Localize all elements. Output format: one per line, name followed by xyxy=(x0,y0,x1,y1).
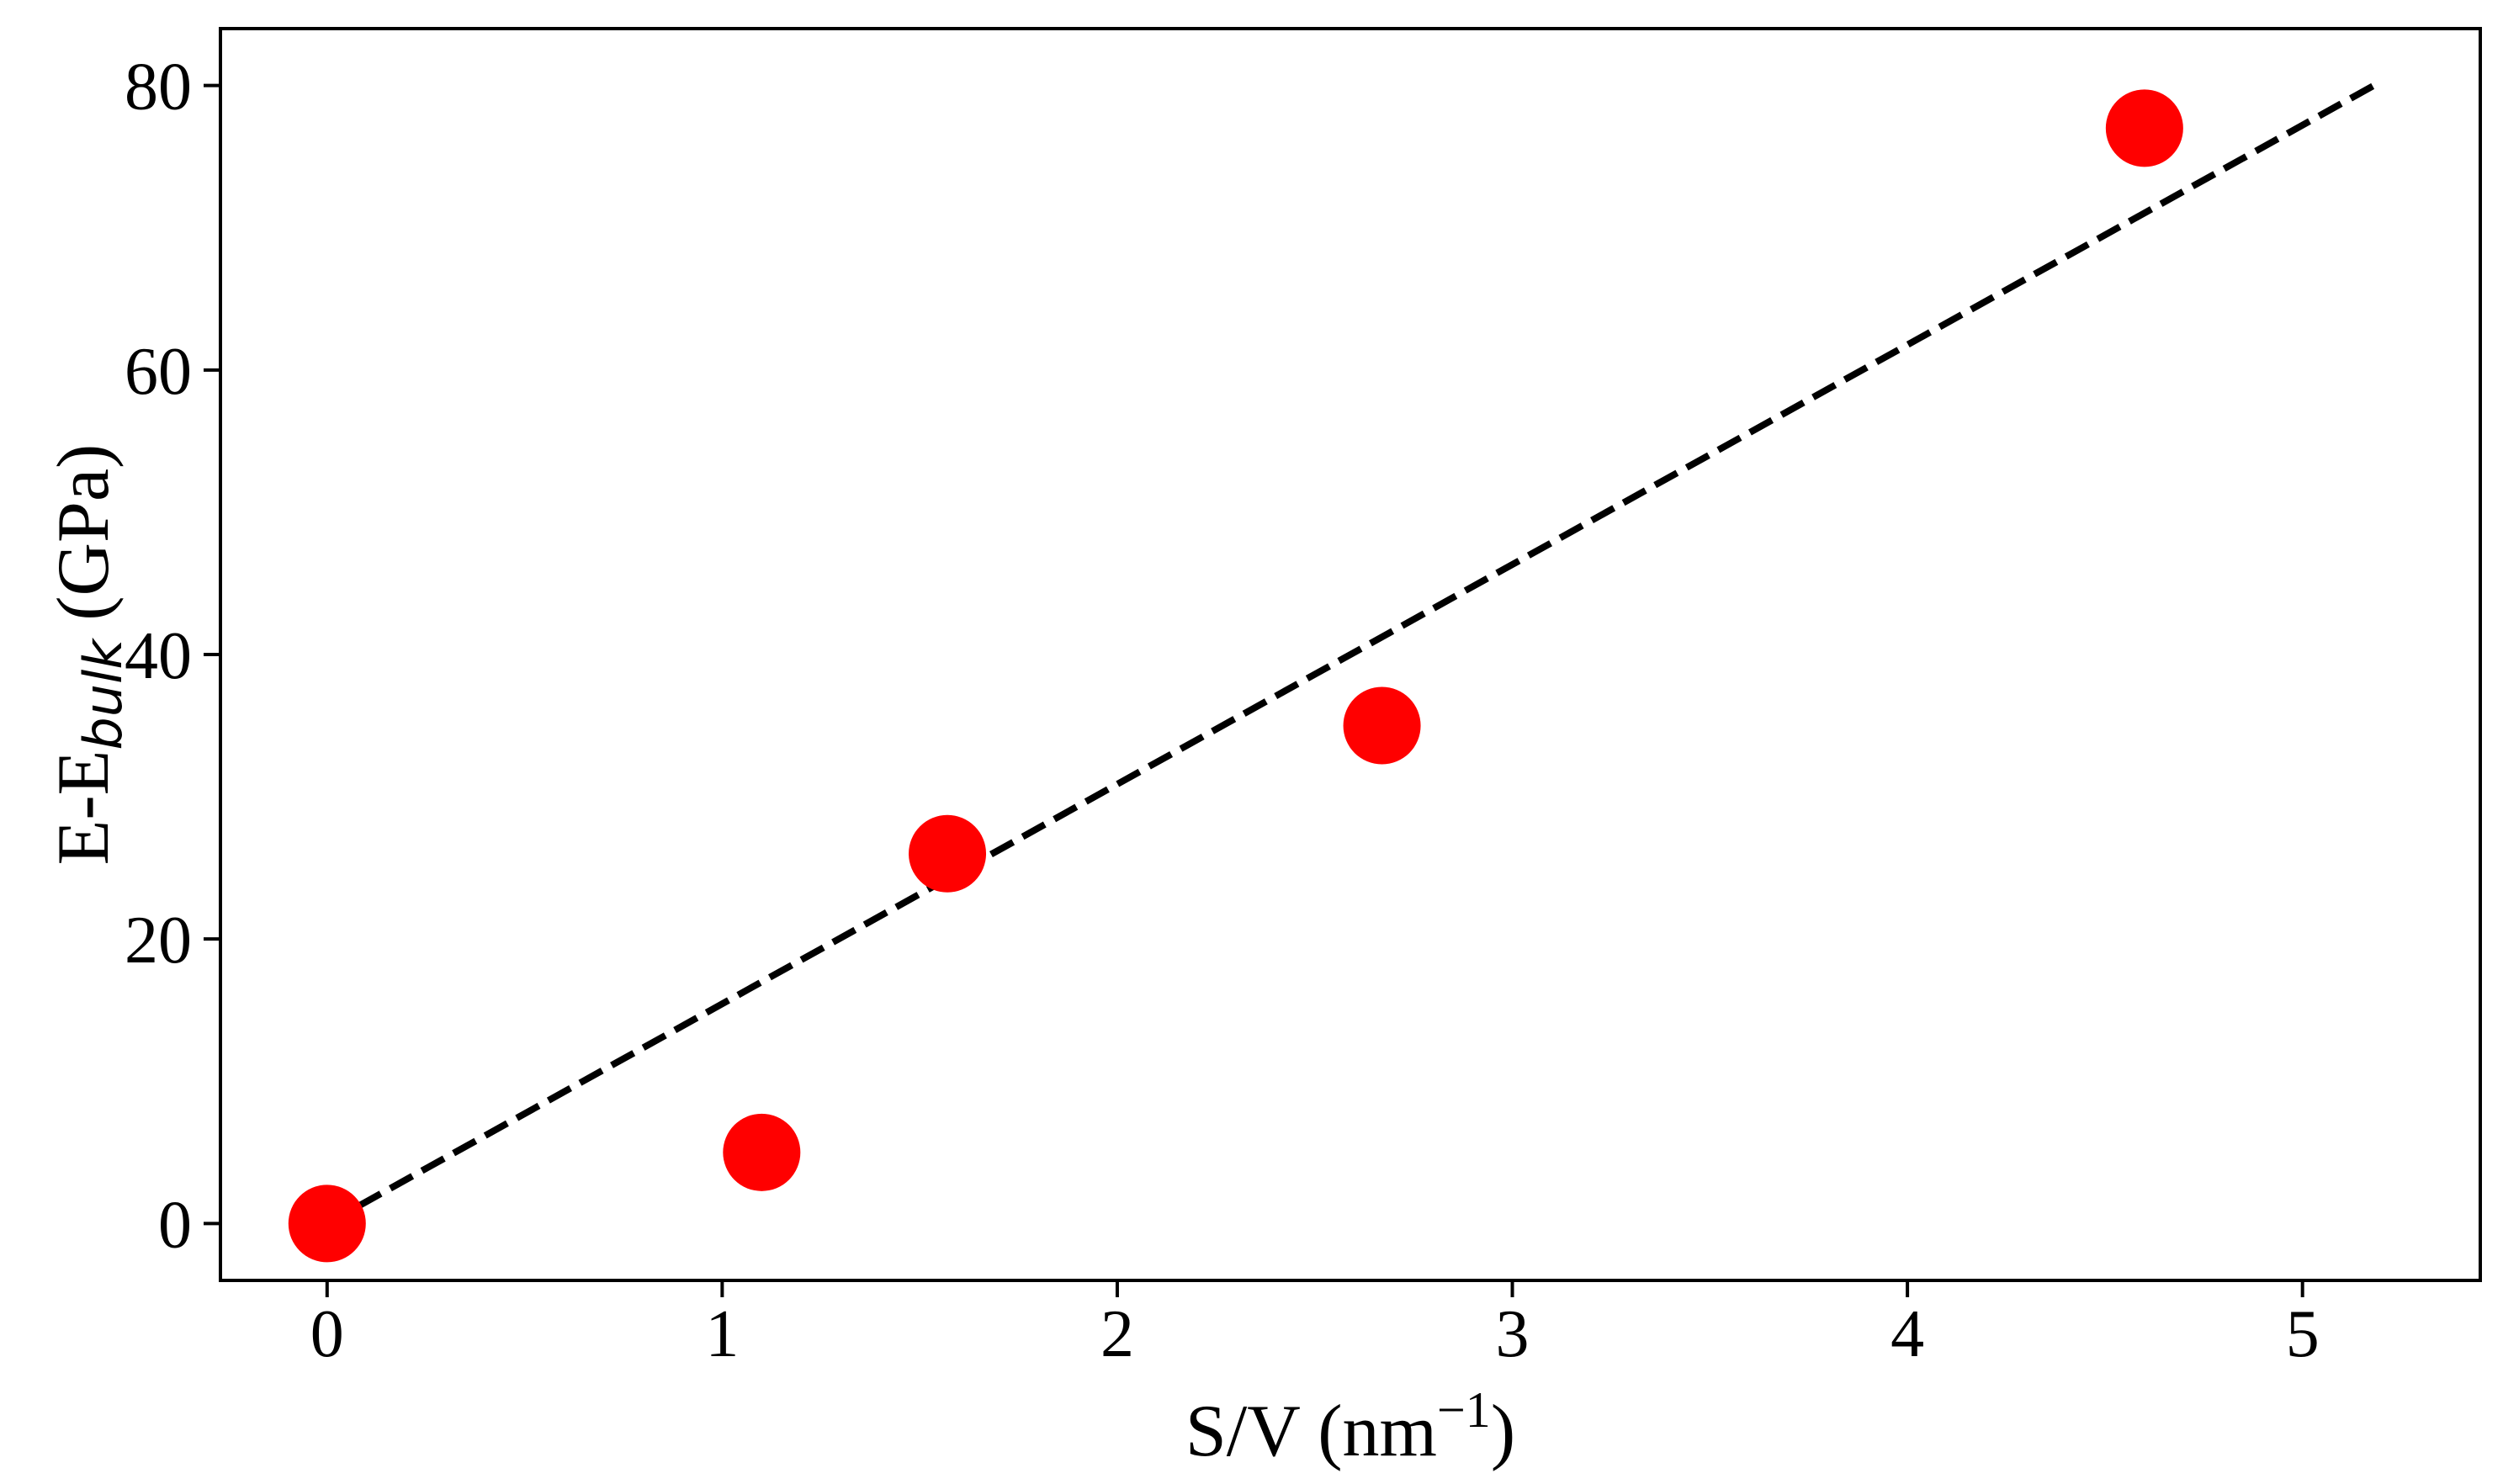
y-tick-label: 0 xyxy=(158,1188,192,1262)
y-axis-label-subscript: bulk xyxy=(72,638,134,750)
x-axis-label-superscript: −1 xyxy=(1437,1382,1491,1438)
data-point xyxy=(1343,686,1421,765)
data-point xyxy=(2105,89,2183,167)
x-tick-label: 2 xyxy=(1100,1297,1134,1371)
x-tick-label: 3 xyxy=(1496,1297,1530,1371)
data-point xyxy=(288,1185,366,1263)
x-tick-label: 5 xyxy=(2286,1297,2320,1371)
y-axis-label-suffix: (GPa) xyxy=(43,444,125,639)
fit-line xyxy=(325,78,2384,1227)
x-tick-label: 4 xyxy=(1891,1297,1924,1371)
data-point xyxy=(723,1113,801,1191)
y-axis-label-main: E-E xyxy=(43,750,125,866)
y-tick-label: 80 xyxy=(125,50,192,125)
x-tick-label: 1 xyxy=(705,1297,739,1371)
y-tick-label: 20 xyxy=(125,904,192,978)
y-tick-label: 60 xyxy=(125,335,192,409)
x-axis-label-main: S/V (nm xyxy=(1185,1391,1437,1472)
x-tick-label: 0 xyxy=(310,1297,344,1371)
x-axis-ticks: 0 1 2 3 4 5 xyxy=(310,1280,2320,1371)
x-axis-label: S/V (nm−1) xyxy=(1185,1382,1515,1472)
y-axis-ticks: 0 20 40 60 80 xyxy=(125,50,220,1262)
y-tick-label: 40 xyxy=(125,619,192,693)
data-point xyxy=(909,814,987,893)
x-axis-label-suffix: ) xyxy=(1491,1391,1515,1472)
plot-marks xyxy=(288,78,2384,1263)
y-axis-label: E-Ebulk (GPa) xyxy=(43,444,134,866)
